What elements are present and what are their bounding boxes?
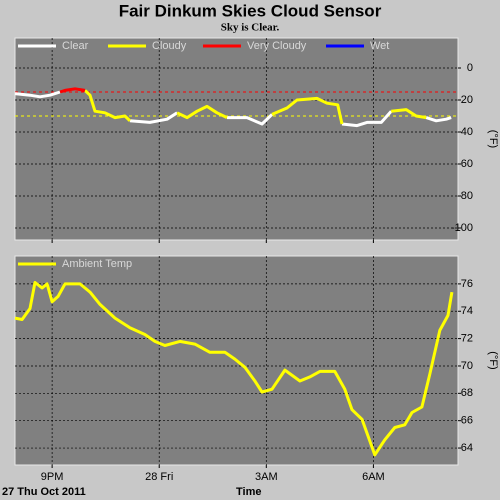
legend-label: Very Cloudy [247, 40, 307, 52]
chart-title: Fair Dinkum Skies Cloud Sensor [119, 1, 382, 20]
y-tick-label: 64 [461, 442, 473, 454]
y-axis-label: (°F) [487, 130, 499, 148]
date-annotation: 27 Thu Oct 2011 [2, 486, 86, 498]
legend-label: Ambient Temp [62, 258, 132, 270]
legend-label: Cloudy [152, 40, 187, 52]
chart-subtitle: Sky is Clear. [221, 22, 280, 34]
x-tick-label: 6AM [362, 471, 385, 483]
series-line [14, 281, 454, 457]
y-axis-label: (°F) [487, 351, 499, 369]
y-tick-label: 74 [461, 305, 473, 317]
y-tick-label: -20 [457, 94, 473, 106]
plot-area [14, 37, 459, 241]
y-tick-label: -60 [457, 158, 473, 170]
y-tick-label: -40 [457, 126, 473, 138]
y-tick-label: 76 [461, 278, 473, 290]
y-tick-label: 72 [461, 333, 473, 345]
x-axis-label: Time [236, 486, 261, 498]
y-tick-label: 66 [461, 415, 473, 427]
y-tick-label: 0 [467, 62, 473, 74]
x-tick-label: 9PM [41, 471, 64, 483]
y-tick-label: 70 [461, 360, 473, 372]
legend-label: Clear [62, 40, 89, 52]
legend-label: Wet [370, 40, 389, 52]
series-line [59, 87, 86, 94]
y-tick-label: -80 [457, 190, 473, 202]
y-tick-label: 68 [461, 387, 473, 399]
series-line [83, 89, 427, 125]
y-tick-label: -100 [451, 222, 473, 234]
x-tick-label: 28 Fri [145, 471, 173, 483]
series-line [14, 90, 452, 128]
x-tick-label: 3AM [255, 471, 278, 483]
